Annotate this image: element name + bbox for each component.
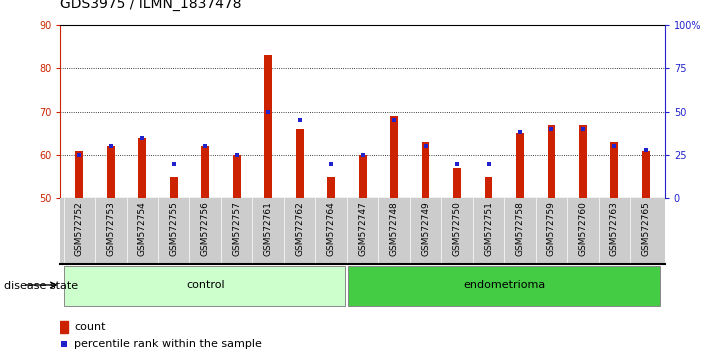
Bar [139, 137, 146, 198]
Bar [201, 146, 209, 198]
Text: GSM572762: GSM572762 [295, 201, 304, 256]
Text: GSM572748: GSM572748 [390, 201, 399, 256]
Text: GSM572758: GSM572758 [515, 201, 525, 256]
Text: GSM572747: GSM572747 [358, 201, 367, 256]
Text: control: control [186, 280, 225, 290]
Text: GSM572752: GSM572752 [75, 201, 84, 256]
Text: GSM572761: GSM572761 [264, 201, 273, 256]
Bar [107, 146, 114, 198]
Bar [485, 177, 493, 198]
Text: GSM572765: GSM572765 [641, 201, 651, 256]
Text: GDS3975 / ILMN_1837478: GDS3975 / ILMN_1837478 [60, 0, 242, 11]
Bar [516, 133, 524, 198]
Text: GSM572750: GSM572750 [452, 201, 461, 256]
Text: GSM572756: GSM572756 [201, 201, 210, 256]
Text: count: count [74, 322, 105, 332]
Bar [170, 177, 178, 198]
Text: GSM572753: GSM572753 [107, 201, 115, 256]
Bar [453, 168, 461, 198]
Bar [60, 321, 68, 333]
Text: GSM572749: GSM572749 [421, 201, 430, 256]
Bar [642, 150, 650, 198]
Bar [390, 116, 398, 198]
Text: GSM572751: GSM572751 [484, 201, 493, 256]
Bar [63, 266, 346, 306]
Text: GSM572760: GSM572760 [579, 201, 587, 256]
Bar [232, 155, 240, 198]
Text: disease state: disease state [4, 281, 77, 291]
Text: GSM572763: GSM572763 [610, 201, 619, 256]
Text: GSM572757: GSM572757 [232, 201, 241, 256]
Bar [348, 266, 660, 306]
Bar [422, 142, 429, 198]
Bar [327, 177, 335, 198]
Bar [579, 125, 587, 198]
Bar [358, 155, 367, 198]
Text: percentile rank within the sample: percentile rank within the sample [74, 339, 262, 349]
Text: GSM572754: GSM572754 [138, 201, 146, 256]
Bar [296, 129, 304, 198]
Bar [75, 150, 83, 198]
Bar [547, 125, 555, 198]
Text: GSM572764: GSM572764 [326, 201, 336, 256]
Text: endometrioma: endometrioma [463, 280, 545, 290]
Bar [264, 55, 272, 198]
Text: GSM572759: GSM572759 [547, 201, 556, 256]
Bar [611, 142, 619, 198]
Text: GSM572755: GSM572755 [169, 201, 178, 256]
